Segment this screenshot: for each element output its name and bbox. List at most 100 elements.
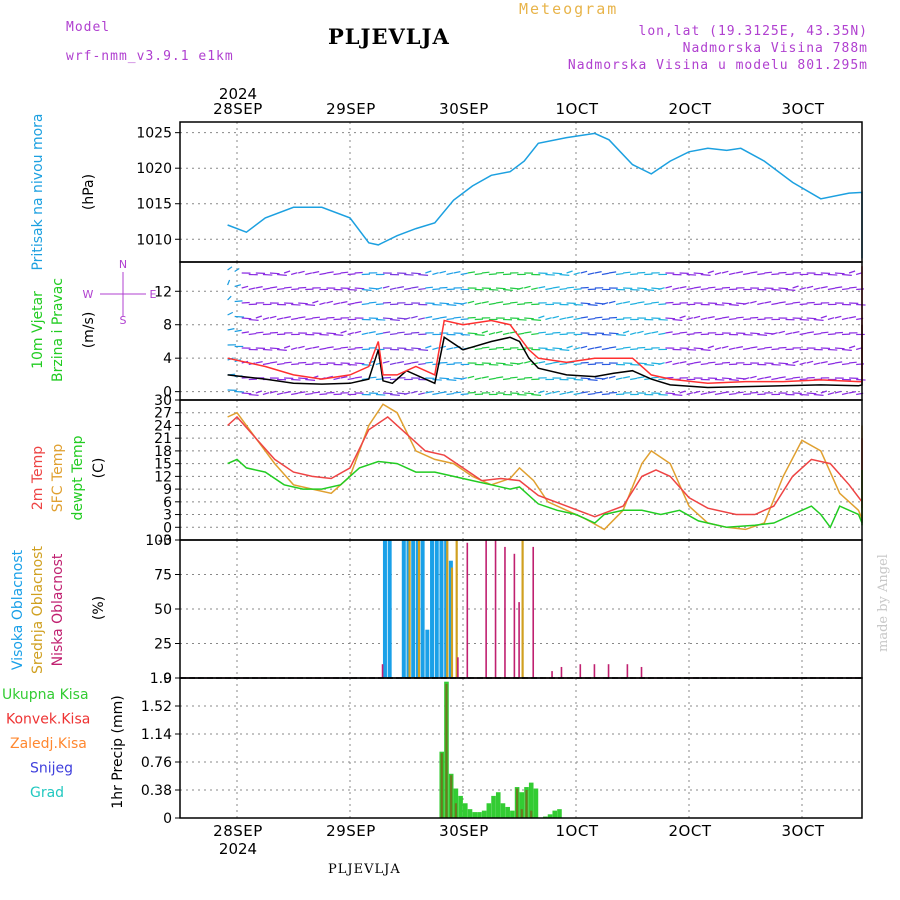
y-tick-label: 1015 xyxy=(136,197,172,213)
wind-barb xyxy=(227,295,232,301)
y-tick-label: 24 xyxy=(154,418,172,434)
wind-barb xyxy=(375,332,384,336)
wind-barb xyxy=(601,333,612,336)
wind-barb xyxy=(672,332,680,336)
wind-barb xyxy=(524,301,533,304)
wind-barb xyxy=(298,302,308,305)
precip-bar xyxy=(463,803,468,818)
wind-barb xyxy=(524,285,531,289)
wind-barb xyxy=(474,302,482,306)
precip-bar xyxy=(450,775,453,818)
wind-barb xyxy=(771,377,779,381)
wind-barb xyxy=(644,332,652,336)
wind-barb xyxy=(517,378,525,381)
wind-barb xyxy=(686,317,694,321)
wind-barb xyxy=(439,302,450,305)
wind-barb xyxy=(841,317,849,321)
cloud-bar xyxy=(494,540,497,678)
wind-barb xyxy=(792,301,801,304)
wind-barb xyxy=(524,376,533,379)
wind-barb xyxy=(813,287,821,291)
wind-barb xyxy=(234,284,242,288)
y-tick-label: 21 xyxy=(154,431,172,447)
wind-barb xyxy=(637,301,645,304)
wind-barb xyxy=(686,362,694,366)
wind-barb xyxy=(411,315,418,319)
wind-barb xyxy=(545,317,552,321)
wind-barb xyxy=(524,317,534,320)
precip-bar xyxy=(486,803,492,818)
wind-barb xyxy=(432,303,442,306)
wind-barb xyxy=(799,362,807,366)
wind-barb xyxy=(608,332,619,335)
wind-barb xyxy=(234,300,243,303)
wind-barb xyxy=(728,347,736,351)
wind-barb xyxy=(778,301,786,304)
wind-barb xyxy=(799,287,807,291)
wind-barb xyxy=(495,301,504,304)
wind-barb xyxy=(587,317,596,321)
wind-barb xyxy=(411,347,421,350)
wind-barb xyxy=(276,287,285,291)
wind-barb xyxy=(425,361,433,364)
mid-cloud-axis-title: Srednja Oblacnost xyxy=(30,546,46,674)
wind-barb xyxy=(382,360,390,364)
wind-barb xyxy=(813,332,822,336)
wind-barb xyxy=(439,316,447,319)
wind-barb xyxy=(255,390,263,394)
wind-barb xyxy=(580,316,588,319)
wind-barb xyxy=(283,316,292,319)
dewpt-axis-title: dewpt Temp xyxy=(70,435,86,520)
wind-barb xyxy=(290,347,298,351)
wind-barb xyxy=(283,345,291,349)
wind-barb xyxy=(750,300,757,304)
wind-barb xyxy=(637,346,646,349)
wind-barb xyxy=(827,362,836,366)
wind-barb xyxy=(347,332,355,336)
cloud-bar xyxy=(640,666,643,678)
wind-barb xyxy=(418,287,426,291)
wind-barb xyxy=(291,392,299,396)
bottom-date-label: 2OCT xyxy=(669,822,712,840)
model-name: wrf-nmm_v3.9.1 e1km xyxy=(66,49,234,64)
wind-barb xyxy=(460,333,471,336)
wind-barb xyxy=(658,362,665,366)
wind-barb xyxy=(714,288,723,291)
wind-barb xyxy=(679,315,686,319)
cloud-bar xyxy=(513,553,516,678)
cloud-bar xyxy=(518,602,520,678)
precip-bar xyxy=(491,795,496,818)
wind-barb xyxy=(283,270,291,274)
y-tick-label: 8 xyxy=(163,318,172,334)
wind-barb xyxy=(347,363,358,366)
wind-axis-subtitle: Brzina i Pravac xyxy=(50,278,66,382)
wind-barb xyxy=(538,315,545,319)
wind-barb xyxy=(665,392,676,395)
wind-barb xyxy=(700,392,708,396)
wind-barb xyxy=(735,346,744,349)
wind-barb xyxy=(488,363,499,366)
wind-barb xyxy=(679,390,686,394)
wind-barb xyxy=(262,333,271,336)
wind-barb xyxy=(615,333,626,336)
wind-barb xyxy=(474,333,485,336)
wind-barb xyxy=(305,378,316,381)
wind-barb xyxy=(615,272,624,276)
compass-n-label: N xyxy=(119,258,127,271)
wind-barb xyxy=(573,363,582,366)
wind-barb xyxy=(792,360,799,364)
wind-barb xyxy=(439,377,450,380)
precip-bar xyxy=(557,809,562,818)
wind-barb xyxy=(269,286,278,289)
wind-barb xyxy=(276,317,284,321)
precip-legend-item: Grad xyxy=(30,785,64,801)
wind-barb xyxy=(418,273,429,276)
cloud-bar xyxy=(504,546,506,678)
wind-barb xyxy=(764,271,772,274)
wind-barb xyxy=(248,393,259,396)
wind-barb xyxy=(538,390,545,394)
wind-barb xyxy=(425,270,432,274)
wind-barb xyxy=(502,332,510,336)
wind-barb xyxy=(594,391,603,394)
wind-barb xyxy=(792,376,801,379)
